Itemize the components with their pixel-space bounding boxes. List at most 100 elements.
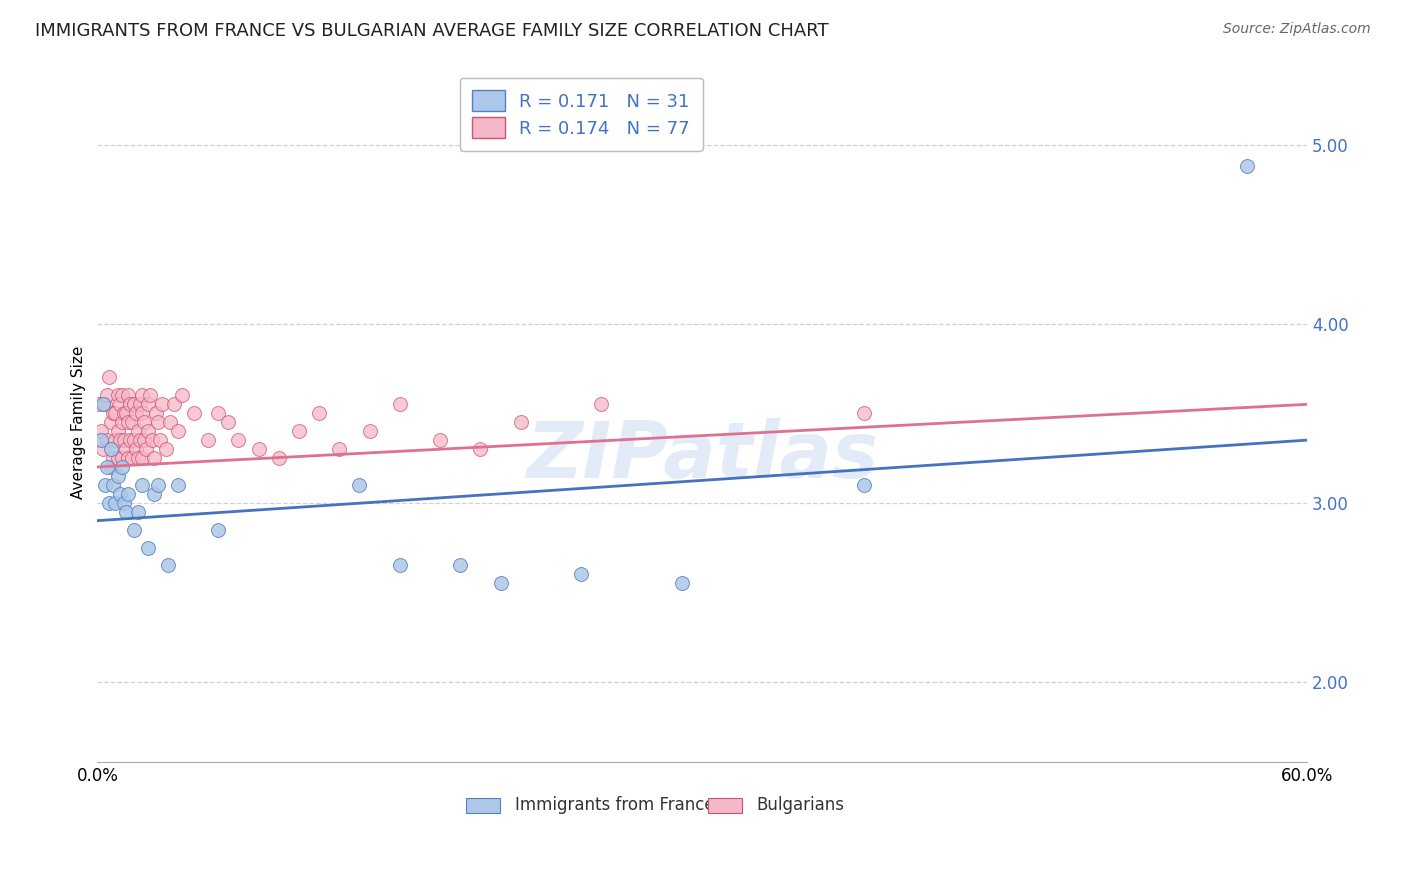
Point: [135, 442, 157, 456]
Point: [100, 460, 122, 475]
Point: [163, 397, 186, 411]
Point: [112, 406, 135, 420]
Point: [93, 442, 115, 456]
Point: [104, 496, 127, 510]
Point: [145, 406, 167, 420]
Point: [103, 450, 125, 465]
Point: [122, 433, 145, 447]
Point: [98, 370, 121, 384]
Point: [388, 397, 411, 411]
Point: [155, 442, 177, 456]
FancyBboxPatch shape: [467, 798, 501, 814]
Point: [118, 433, 141, 447]
Point: [114, 406, 136, 420]
Point: [104, 433, 127, 447]
Point: [132, 433, 155, 447]
Point: [207, 523, 229, 537]
Point: [167, 424, 190, 438]
Point: [228, 433, 250, 447]
Point: [247, 442, 270, 456]
Point: [142, 450, 165, 465]
Point: [107, 424, 129, 438]
Point: [217, 415, 239, 429]
Point: [509, 415, 531, 429]
Point: [90, 424, 112, 438]
Point: [671, 576, 693, 591]
Point: [127, 505, 149, 519]
Point: [150, 397, 173, 411]
Point: [167, 478, 190, 492]
Point: [117, 487, 139, 501]
Point: [170, 388, 193, 402]
Point: [429, 433, 451, 447]
Point: [124, 406, 146, 420]
Point: [107, 388, 129, 402]
Point: [136, 397, 159, 411]
Point: [121, 450, 143, 465]
Point: [124, 442, 146, 456]
Point: [107, 450, 129, 465]
Point: [117, 388, 139, 402]
Point: [128, 397, 150, 411]
Text: Bulgarians: Bulgarians: [756, 797, 845, 814]
Point: [569, 567, 592, 582]
Text: IMMIGRANTS FROM FRANCE VS BULGARIAN AVERAGE FAMILY SIZE CORRELATION CHART: IMMIGRANTS FROM FRANCE VS BULGARIAN AVER…: [35, 22, 828, 40]
Point: [139, 388, 162, 402]
Point: [96, 460, 118, 475]
Point: [449, 558, 471, 573]
Point: [349, 478, 371, 492]
Point: [128, 433, 150, 447]
Point: [131, 478, 153, 492]
Point: [117, 450, 139, 465]
Text: ZIPatlas: ZIPatlas: [526, 418, 879, 494]
Point: [207, 406, 229, 420]
Point: [183, 406, 205, 420]
Point: [131, 388, 153, 402]
Text: Source: ZipAtlas.com: Source: ZipAtlas.com: [1223, 22, 1371, 37]
Point: [93, 397, 115, 411]
Point: [112, 496, 135, 510]
Point: [308, 406, 330, 420]
Point: [127, 450, 149, 465]
Point: [489, 576, 512, 591]
Point: [94, 478, 117, 492]
FancyBboxPatch shape: [709, 798, 742, 814]
Point: [110, 450, 132, 465]
Point: [156, 558, 179, 573]
Point: [122, 523, 145, 537]
Point: [146, 478, 169, 492]
Point: [359, 424, 381, 438]
Point: [470, 442, 492, 456]
Point: [108, 487, 131, 501]
Point: [103, 406, 125, 420]
Point: [110, 388, 132, 402]
Point: [267, 450, 290, 465]
Point: [100, 442, 122, 456]
Point: [136, 424, 159, 438]
Point: [197, 433, 219, 447]
Point: [136, 541, 159, 555]
Point: [108, 397, 131, 411]
Point: [100, 415, 122, 429]
Point: [127, 424, 149, 438]
Point: [89, 397, 111, 411]
Point: [121, 415, 143, 429]
Legend: R = 0.171   N = 31, R = 0.174   N = 77: R = 0.171 N = 31, R = 0.174 N = 77: [460, 78, 703, 151]
Point: [852, 406, 875, 420]
Point: [108, 433, 131, 447]
Point: [112, 433, 135, 447]
Point: [110, 460, 132, 475]
Point: [141, 433, 163, 447]
Point: [131, 406, 153, 420]
Point: [98, 496, 121, 510]
Point: [104, 406, 127, 420]
Point: [328, 442, 350, 456]
Point: [117, 415, 139, 429]
Point: [1236, 159, 1258, 173]
Point: [96, 388, 118, 402]
Point: [122, 397, 145, 411]
Point: [146, 415, 169, 429]
Point: [142, 487, 165, 501]
Point: [288, 424, 311, 438]
Y-axis label: Average Family Size: Average Family Size: [72, 345, 86, 499]
